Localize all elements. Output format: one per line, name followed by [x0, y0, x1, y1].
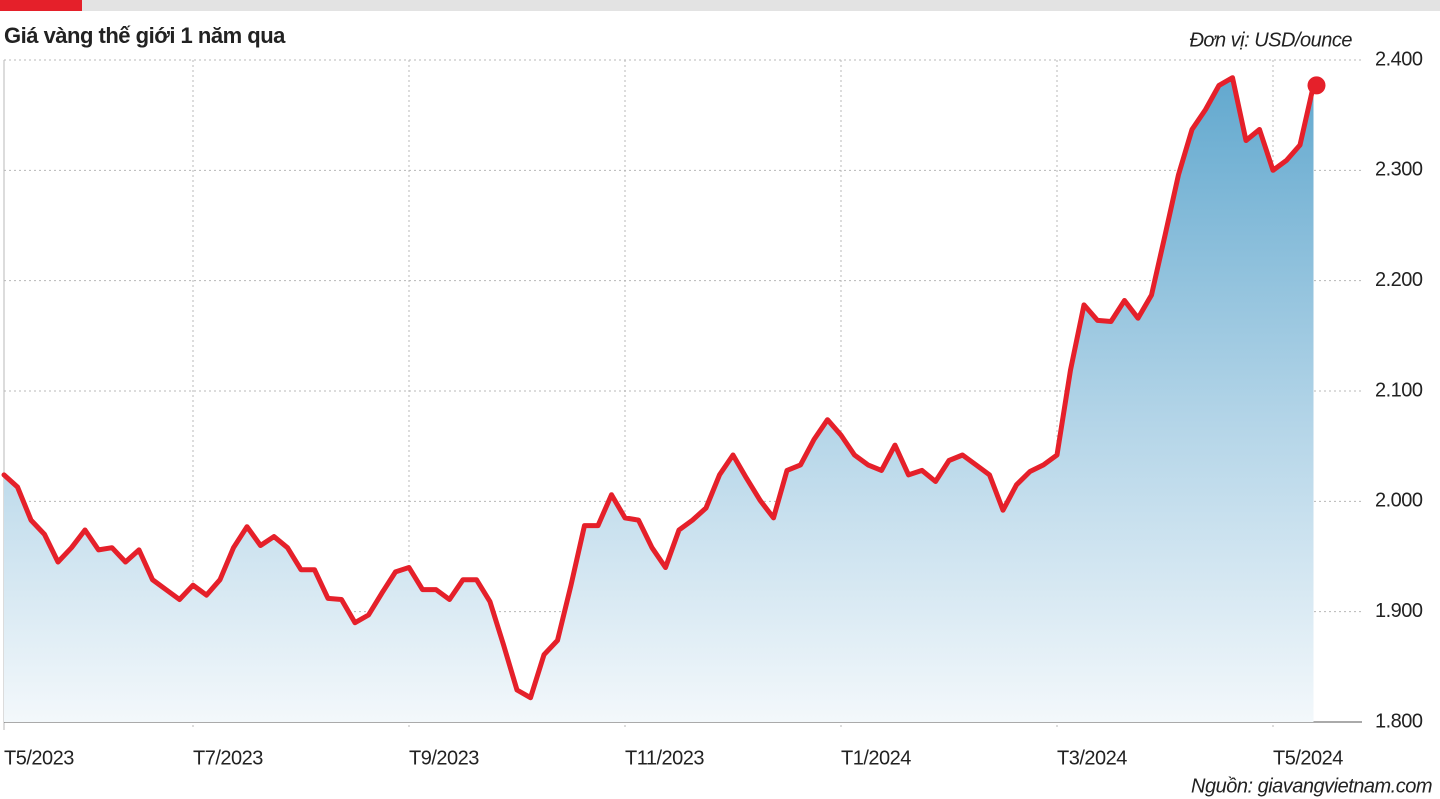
unit-label: Đơn vị: USD/ounce	[1189, 29, 1352, 51]
x-tick-label: T7/2023	[193, 747, 263, 769]
y-tick-label: 1.800	[1375, 710, 1423, 732]
y-tick-label: 2.400	[1375, 48, 1423, 70]
end-point	[1307, 76, 1326, 95]
x-tick-label: T5/2023	[4, 747, 74, 769]
y-tick-label: 1.900	[1375, 600, 1423, 622]
y-tick-label: 2.100	[1375, 379, 1423, 401]
x-tick-label: T9/2023	[409, 747, 479, 769]
line	[1, 75, 1316, 701]
source: Nguồn: giavangvietnam.com	[1191, 775, 1432, 797]
top-accent	[0, 0, 82, 11]
area	[4, 77, 1314, 722]
x-tick-label: T3/2024	[1057, 747, 1127, 769]
top-bar	[0, 0, 1440, 11]
x-tick-label: T5/2024	[1273, 747, 1343, 769]
y-tick-label: 2.300	[1375, 159, 1423, 181]
y-tick-label: 2.200	[1375, 269, 1423, 291]
y-tick-label: 2.000	[1375, 490, 1423, 512]
chart-title: Giá vàng thế giới 1 năm qua	[4, 23, 286, 48]
x-tick-label: T11/2023	[625, 747, 704, 769]
x-tick-label: T1/2024	[841, 747, 911, 769]
